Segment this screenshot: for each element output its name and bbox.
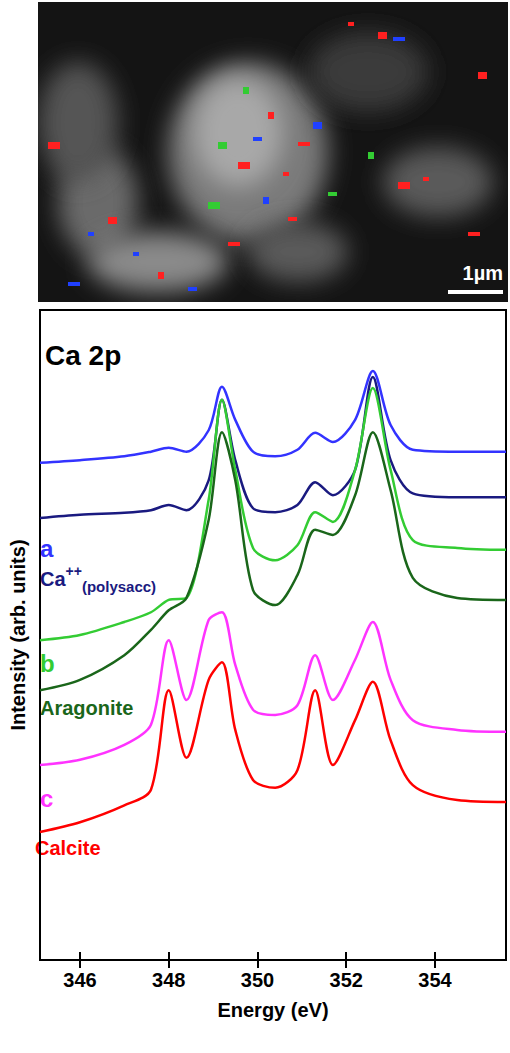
svg-text:b: b	[40, 650, 55, 677]
svg-text:352: 352	[330, 969, 363, 991]
svg-text:354: 354	[418, 969, 452, 991]
svg-text:Intensity (arb. units): Intensity (arb. units)	[7, 539, 29, 730]
svg-text:Ca: Ca	[40, 568, 66, 590]
svg-text:346: 346	[63, 969, 96, 991]
svg-text:1µm: 1µm	[463, 262, 503, 284]
svg-text:c: c	[40, 785, 53, 812]
svg-text:348: 348	[152, 969, 185, 991]
svg-text:Energy (eV): Energy (eV)	[217, 999, 328, 1021]
svg-text:(polysacc): (polysacc)	[82, 578, 156, 595]
svg-text:Ca 2p: Ca 2p	[45, 340, 121, 371]
svg-text:350: 350	[241, 969, 274, 991]
svg-text:++: ++	[66, 563, 82, 579]
svg-text:Aragonite: Aragonite	[40, 697, 133, 719]
svg-text:Calcite: Calcite	[35, 837, 101, 859]
svg-text:a: a	[40, 535, 54, 562]
